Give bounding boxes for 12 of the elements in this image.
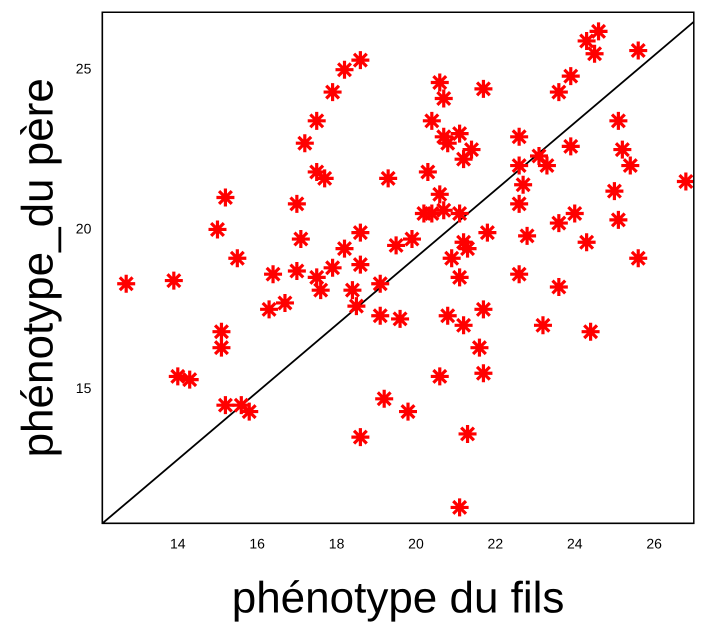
x-axis-title: phénotype du fils: [232, 574, 564, 623]
x-tick-label: 14: [170, 536, 186, 552]
y-tick-label: 15: [76, 380, 92, 396]
x-tick-label: 16: [249, 536, 266, 552]
y-tick-label: 25: [76, 60, 92, 77]
y-axis-title: phénotype_du père: [14, 78, 63, 458]
x-tick-label: 26: [646, 536, 662, 552]
y-tick-label: 20: [76, 220, 92, 236]
x-tick-label: 20: [408, 536, 424, 552]
x-tick-label: 24: [566, 536, 583, 552]
x-tick-label: 22: [488, 536, 504, 552]
x-tick-label: 18: [328, 536, 345, 552]
